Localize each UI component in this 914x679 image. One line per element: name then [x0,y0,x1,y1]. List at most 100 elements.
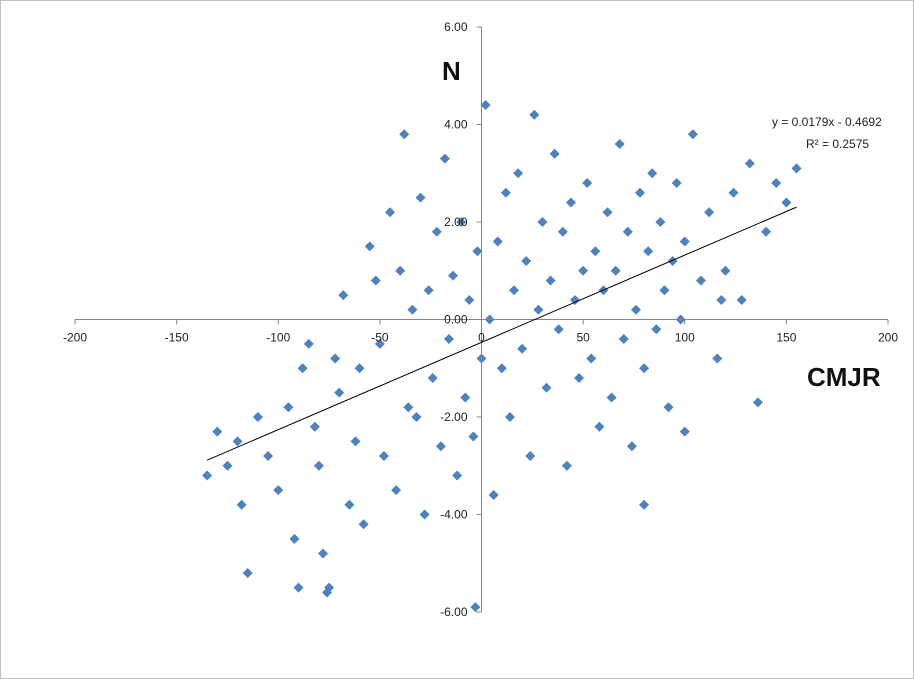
axes-layer [74,26,889,613]
data-point [492,236,503,247]
data-point [364,241,375,252]
data-point [610,265,621,276]
data-point [350,436,361,447]
data-point [472,246,483,257]
data-point [643,246,654,257]
data-point [679,426,690,437]
x-tick-label: -150 [165,331,189,345]
data-point [354,363,365,374]
data-point [594,421,605,432]
data-point [293,582,304,593]
y-tick-label: 0.00 [444,313,468,327]
data-point [561,460,572,471]
data-point [252,412,263,422]
y-tick-label: 4.00 [444,118,468,132]
data-point [330,353,341,364]
data-point [651,324,662,335]
data-point [202,470,213,481]
data-point [297,363,308,374]
data-point [521,256,532,266]
data-point [370,275,381,286]
data-point [303,338,314,349]
data-point [541,382,552,393]
data-point [513,168,524,179]
data-point [582,178,593,188]
data-point [752,397,763,408]
data-point [378,451,389,461]
data-point [771,178,782,188]
data-point [289,533,300,544]
data-point [317,548,328,559]
data-point [212,426,223,437]
data-point [569,295,580,305]
data-point [578,265,589,276]
data-point [242,568,253,578]
data-point [236,499,247,510]
data-point [791,163,802,174]
data-point [509,285,520,296]
data-point [419,509,430,520]
x-tick-label: 200 [878,331,898,345]
data-point [687,129,698,140]
data-point [659,285,670,296]
trendline-layer [206,206,797,461]
data-point [407,304,418,315]
data-point [439,153,450,164]
data-point [635,187,646,198]
data-point [456,217,467,227]
data-point [423,285,434,296]
points-layer [202,100,802,613]
data-point [586,353,597,364]
data-point [626,441,637,452]
data-point [460,392,471,403]
data-point [427,373,438,383]
data-point [403,402,414,413]
data-point [761,226,772,237]
data-point [533,304,544,315]
data-point [448,270,459,281]
data-point [574,373,585,383]
data-point [606,392,617,403]
x-tick-label: 0 [478,331,485,345]
data-point [781,197,792,208]
data-point [537,217,548,227]
data-point [622,226,633,237]
data-point [639,499,650,510]
y-tick-label: -6.00 [440,605,468,619]
data-point [553,324,564,335]
data-point [712,353,723,364]
data-point [728,187,739,198]
data-point [232,436,243,447]
data-point [344,499,355,510]
x-tick-label: -100 [266,331,290,345]
y-tick-label: -2.00 [440,410,468,424]
data-point [671,178,682,188]
data-point [720,265,731,276]
data-point [545,275,556,286]
y-tick-label: 6.00 [444,20,468,34]
data-point [504,412,515,422]
data-point [639,363,650,374]
data-point [431,226,442,237]
data-point [334,387,345,398]
data-point [411,412,422,422]
data-point [618,334,629,344]
data-point [452,470,463,481]
data-point [435,441,446,452]
data-point [338,290,349,301]
data-point [374,338,385,349]
y-tick-label: -4.00 [440,508,468,522]
data-point [565,197,576,208]
data-point [663,402,674,413]
data-point [614,139,625,149]
data-point [525,451,536,461]
x-tick-label: 50 [576,331,590,345]
data-point [549,148,560,159]
data-point [696,275,707,286]
data-point [443,334,454,344]
data-point [736,295,747,305]
data-point [263,451,274,461]
x-tick-label: -50 [371,331,389,345]
